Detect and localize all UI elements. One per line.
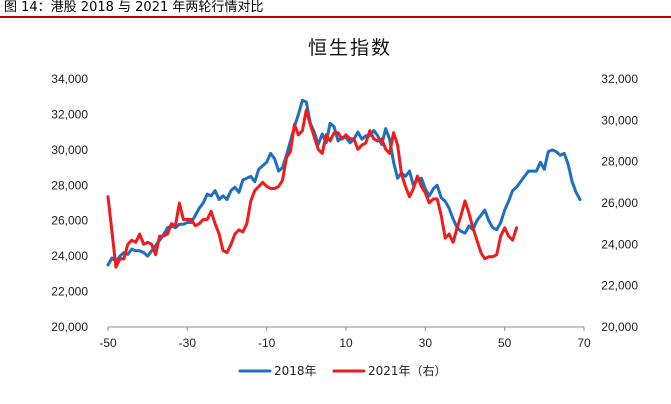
y-right-tick-label: 30,000: [601, 113, 638, 127]
y-left-tick-label: 28,000: [51, 178, 88, 192]
figure-caption: 图 14：港股 2018 与 2021 年两轮行情对比: [4, 0, 264, 15]
y-left-tick-label: 24,000: [51, 249, 88, 263]
y-left-tick-label: 22,000: [51, 285, 88, 299]
y-left-tick-label: 26,000: [51, 214, 88, 228]
y-left-tick-label: 20,000: [51, 320, 88, 334]
y-right-tick-label: 28,000: [601, 155, 638, 169]
x-tick-label: 70: [577, 336, 591, 350]
series-layer: [106, 98, 582, 269]
y-right-tick-label: 24,000: [601, 237, 638, 251]
y-right-tick-label: 22,000: [601, 279, 638, 293]
series-line-1: [106, 98, 582, 267]
y-right-tick-label: 26,000: [601, 196, 638, 210]
series-line-2: [106, 108, 519, 269]
x-tick-label: 30: [419, 336, 433, 350]
legend-label-1: 2018年: [274, 364, 317, 378]
y-right-tick-label: 32,000: [601, 72, 638, 86]
x-tick-label: -10: [258, 336, 276, 350]
x-tick-label: -30: [179, 336, 197, 350]
chart-title: 恒生指数: [308, 37, 392, 59]
y-right-tick-label: 20,000: [601, 320, 638, 334]
x-tick-label: 50: [498, 336, 512, 350]
y-left-tick-label: 30,000: [51, 143, 88, 157]
legend: 2018年 2021年（右）: [238, 363, 447, 378]
y-left-tick-label: 34,000: [51, 72, 88, 86]
y-left-tick-label: 32,000: [51, 107, 88, 121]
legend-label-2: 2021年（右）: [368, 363, 447, 378]
axes: -50 -30 -10 10 30 50 70 20,000 22,000 24,000 26,00…: [51, 72, 638, 350]
x-tick-label: 10: [339, 336, 353, 350]
caption-rule: [0, 16, 671, 18]
x-tick-label: -50: [99, 336, 117, 350]
